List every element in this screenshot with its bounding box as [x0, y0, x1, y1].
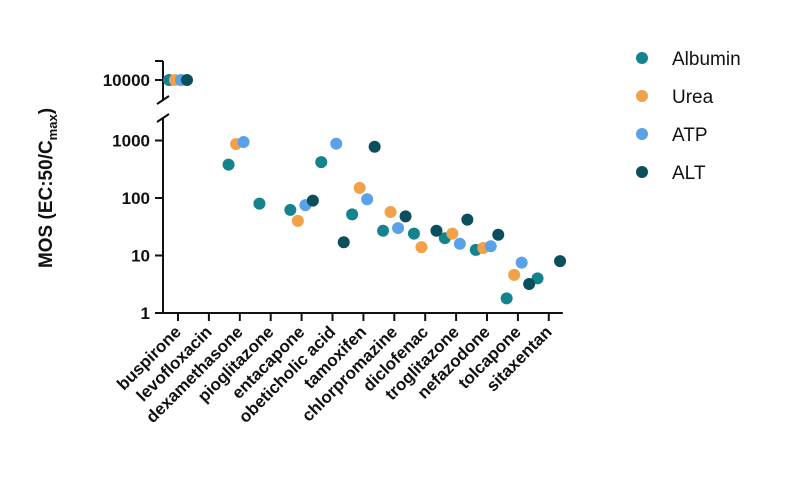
legend-label-urea: Urea	[672, 87, 714, 108]
data-point-alt	[337, 236, 350, 249]
data-point-atp	[484, 240, 497, 253]
y-tick-label: 10	[131, 247, 150, 266]
legend-label-atp: ATP	[672, 125, 708, 146]
y-ticks: 1 10 100 1000 10000	[103, 71, 163, 323]
data-point-albumin	[253, 197, 266, 210]
data-points	[163, 74, 567, 305]
y-tick-label: 1000	[112, 132, 150, 151]
y-tick-label: 10000	[103, 71, 150, 90]
y-tick-label: 100	[122, 189, 150, 208]
axis-break-mark-top	[156, 95, 170, 105]
data-point-albumin	[500, 292, 513, 305]
data-point-alt	[554, 255, 567, 268]
legend-marker-atp	[636, 128, 648, 140]
data-point-atp	[237, 136, 250, 149]
data-point-albumin	[407, 227, 420, 240]
data-point-alt	[399, 210, 412, 223]
x-ticks: buspironelevofloxacindexamethasonepiogli…	[113, 313, 556, 427]
legend: Albumin Urea ATP ALT	[636, 49, 741, 184]
data-point-alt	[461, 213, 474, 226]
y-tick-label: 1	[141, 304, 150, 323]
data-point-atp	[392, 222, 405, 235]
legend-label-alt: ALT	[672, 163, 706, 184]
legend-marker-albumin	[636, 52, 648, 64]
data-point-alt	[492, 228, 505, 241]
data-point-alt	[368, 140, 381, 153]
legend-marker-alt	[636, 166, 648, 178]
data-point-atp	[515, 256, 528, 269]
legend-marker-urea	[636, 90, 648, 102]
data-point-albumin	[284, 203, 297, 216]
data-point-urea	[384, 206, 397, 219]
data-point-alt	[306, 194, 319, 207]
data-point-urea	[291, 214, 304, 227]
data-point-atp	[361, 193, 374, 206]
data-point-alt	[181, 74, 193, 86]
data-point-urea	[353, 181, 366, 194]
data-point-urea	[446, 227, 459, 240]
data-point-albumin	[346, 208, 359, 221]
data-point-alt	[430, 224, 443, 237]
legend-label-albumin: Albumin	[672, 49, 741, 70]
data-point-urea	[415, 241, 428, 254]
data-point-albumin	[222, 158, 235, 171]
data-point-albumin	[315, 156, 328, 169]
y-axis-title: MOS (EC:50/Cmax)	[36, 108, 60, 268]
data-point-alt	[523, 277, 536, 290]
axis-break-mark-bottom	[156, 113, 170, 123]
data-point-atp	[453, 237, 466, 250]
data-point-atp	[330, 137, 343, 150]
data-point-urea	[508, 268, 521, 281]
data-point-albumin	[377, 224, 390, 237]
